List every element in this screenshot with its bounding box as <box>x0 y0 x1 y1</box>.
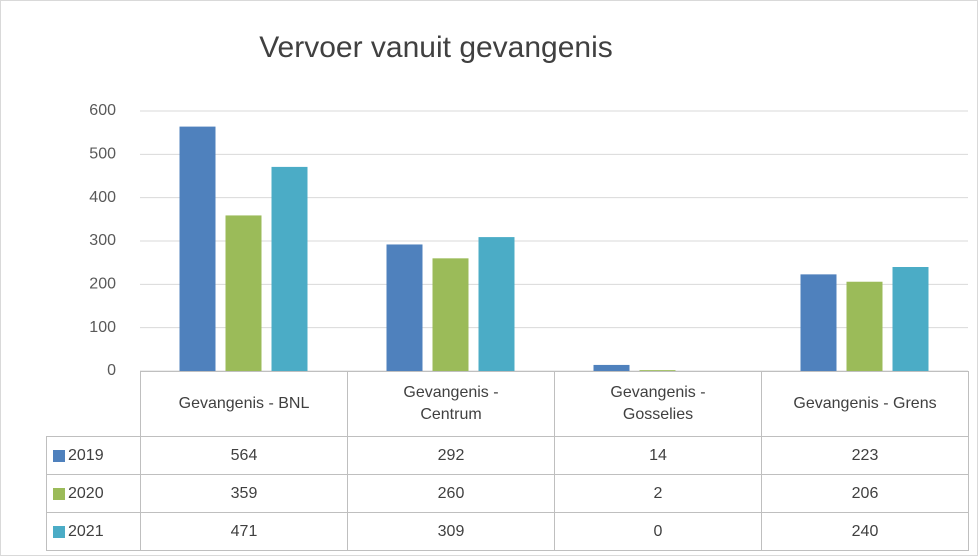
legend-label: 2021 <box>68 522 104 540</box>
x-tick-label: Gevangenis - Gosselies <box>554 371 762 437</box>
table-value: 309 <box>347 512 555 551</box>
bar <box>432 258 469 371</box>
table-value: 564 <box>140 436 348 475</box>
table-value: 471 <box>140 512 348 551</box>
bar <box>892 267 929 371</box>
legend-swatch <box>53 525 65 538</box>
legend-label: 2020 <box>68 484 104 502</box>
table-value: 14 <box>554 436 762 475</box>
bar <box>478 237 515 371</box>
table-value: 2 <box>554 474 762 513</box>
bar <box>386 244 423 371</box>
x-tick-label: Gevangenis - Centrum <box>347 371 555 437</box>
y-tick-label: 300 <box>89 232 116 249</box>
table-value: 359 <box>140 474 348 513</box>
bar <box>639 370 676 371</box>
table-value: 240 <box>761 512 969 551</box>
table-value: 206 <box>761 474 969 513</box>
y-tick-label: 400 <box>89 189 116 206</box>
table-value: 223 <box>761 436 969 475</box>
y-tick-label: 500 <box>89 146 116 163</box>
y-tick-label: 200 <box>89 276 116 293</box>
table-value: 260 <box>347 474 555 513</box>
bar <box>800 274 837 371</box>
bar <box>225 215 262 371</box>
x-tick-label: Gevangenis - BNL <box>140 371 348 437</box>
bar <box>179 126 216 371</box>
table-value: 292 <box>347 436 555 475</box>
x-tick-label: Gevangenis - Grens <box>761 371 969 437</box>
table-value: 0 <box>554 512 762 551</box>
y-tick-label: 600 <box>89 102 116 119</box>
legend-entry: 2021 <box>46 512 141 551</box>
legend-entry: 2019 <box>46 436 141 475</box>
chart-title: Vervoer vanuit gevangenis <box>259 31 613 64</box>
y-tick-label: 0 <box>107 362 116 379</box>
bar <box>593 364 630 371</box>
y-tick-label: 100 <box>89 319 116 336</box>
legend-swatch <box>53 487 65 500</box>
legend-swatch <box>53 449 65 462</box>
legend-label: 2019 <box>68 446 104 464</box>
bar <box>271 166 308 371</box>
legend-entry: 2020 <box>46 474 141 513</box>
bar <box>846 281 883 371</box>
